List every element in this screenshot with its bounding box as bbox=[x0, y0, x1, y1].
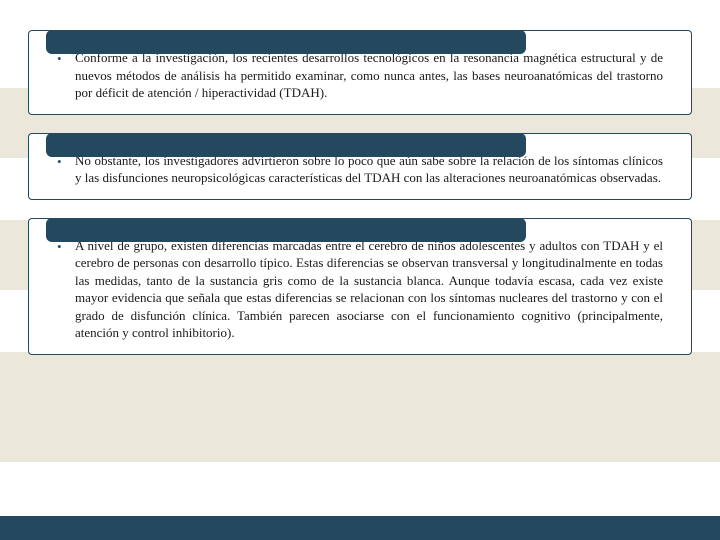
slide-container: •Conforme a la investigación, los recien… bbox=[0, 0, 720, 540]
block-header-bar bbox=[46, 133, 526, 157]
info-block: •Conforme a la investigación, los recien… bbox=[28, 30, 692, 115]
bullet-row: •A nivel de grupo, existen diferencias m… bbox=[57, 237, 663, 342]
info-block: •A nivel de grupo, existen diferencias m… bbox=[28, 218, 692, 355]
bullet-text: No obstante, los investigadores advirtie… bbox=[75, 152, 663, 187]
bullet-text: Conforme a la investigación, los recient… bbox=[75, 49, 663, 102]
block-header-bar bbox=[46, 30, 526, 54]
bullet-row: •Conforme a la investigación, los recien… bbox=[57, 49, 663, 102]
bullet-row: •No obstante, los investigadores advirti… bbox=[57, 152, 663, 187]
info-block: •No obstante, los investigadores advirti… bbox=[28, 133, 692, 200]
block-header-bar bbox=[46, 218, 526, 242]
bullet-text: A nivel de grupo, existen diferencias ma… bbox=[75, 237, 663, 342]
